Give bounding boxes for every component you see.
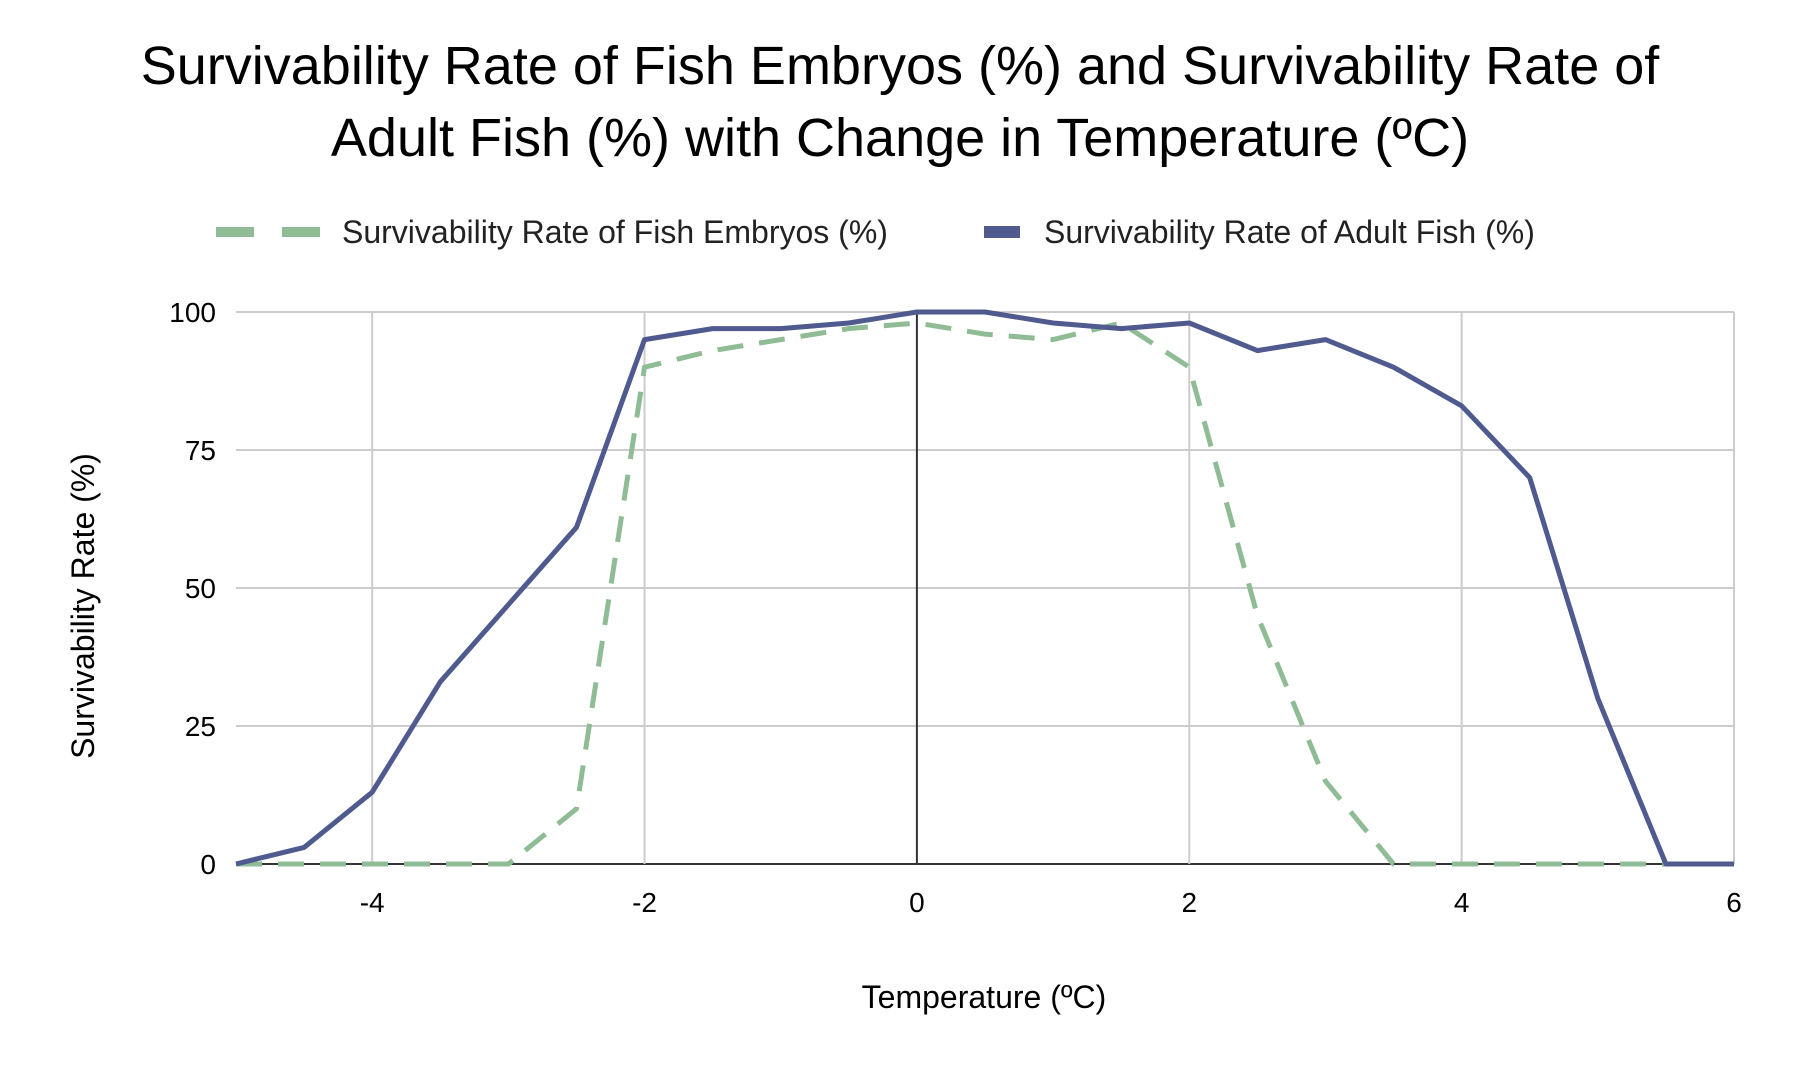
x-tick-label: 4 [1454, 887, 1470, 918]
y-tick-label: 50 [185, 573, 216, 604]
y-tick-label: 0 [200, 849, 216, 880]
legend: Survivability Rate of Fish Embryos (%) Su… [216, 214, 1535, 250]
x-tick-label: 0 [909, 887, 925, 918]
y-tick-label: 100 [169, 297, 216, 328]
series-line-adult-fish [235, 309, 1734, 867]
x-tick-label: -2 [632, 887, 657, 918]
legend-label-fish-embryos: Survivability Rate of Fish Embryos (%) [342, 214, 888, 250]
chart-title-line-1: Survivability Rate of Fish Embryos (%) a… [141, 36, 1661, 96]
series-layer [235, 309, 1734, 867]
y-tick-label: 25 [185, 711, 216, 742]
x-tick-label: 2 [1181, 887, 1197, 918]
legend-swatch-adult-fish [984, 226, 1020, 238]
y-axis-title: Survivability Rate (%) [65, 453, 101, 759]
tick-labels: 0 25 50 75 100 -4 -2 0 2 4 6 [169, 297, 1742, 918]
legend-label-adult-fish: Survivability Rate of Adult Fish (%) [1044, 214, 1535, 250]
x-tick-label: -4 [360, 887, 385, 918]
y-tick-label: 75 [185, 435, 216, 466]
gridlines [236, 311, 1735, 865]
x-tick-label: 6 [1726, 887, 1742, 918]
chart-title-line-2: Adult Fish (%) with Change in Temperatur… [331, 108, 1469, 168]
x-axis-title: Temperature (ºC) [862, 979, 1107, 1015]
series-line-fish-embryos [236, 320, 1734, 867]
